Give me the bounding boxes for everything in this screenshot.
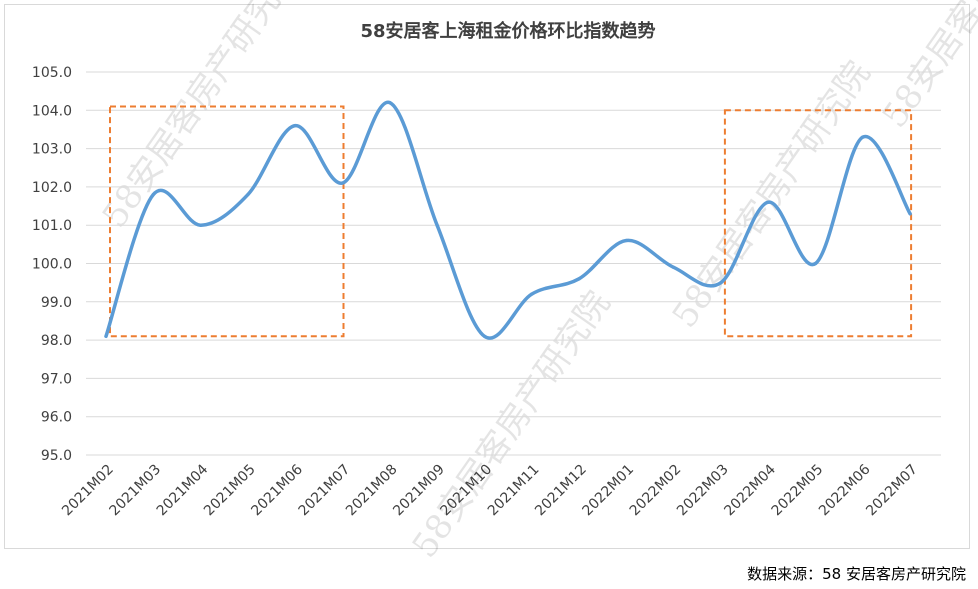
data-point xyxy=(293,124,297,128)
data-point xyxy=(104,334,108,338)
data-point xyxy=(482,334,486,338)
data-point xyxy=(151,192,155,197)
data-point xyxy=(246,192,250,197)
data-point xyxy=(813,261,818,266)
data-point xyxy=(199,223,203,227)
data-point xyxy=(719,281,723,285)
data-point xyxy=(340,181,345,185)
highlight-boxes xyxy=(109,105,913,338)
y-tick-label: 95.0 xyxy=(41,448,72,464)
y-tick-label: 97.0 xyxy=(41,371,72,387)
y-tick-label: 100.0 xyxy=(32,257,72,273)
x-axis-ticks: 2021M022021M032021M042021M052021M062021M… xyxy=(59,461,921,519)
highlight-box xyxy=(109,105,345,338)
data-point xyxy=(766,200,770,204)
y-tick-label: 104.0 xyxy=(32,103,72,119)
chart-frame xyxy=(4,4,970,549)
data-point xyxy=(388,101,392,105)
data-point xyxy=(861,135,865,139)
highlight-box xyxy=(723,109,913,338)
data-point xyxy=(908,212,912,216)
y-tick-label: 102.0 xyxy=(32,180,72,196)
watermark-text: 58安居客房产研究院 xyxy=(875,0,978,135)
y-axis-ticks: 105.0 104.0 103.0 102.0 101.0 100.0 99.0 98.0 97… xyxy=(32,65,72,464)
y-tick-label: 99.0 xyxy=(41,295,72,311)
y-tick-label: 96.0 xyxy=(41,410,72,426)
data-point xyxy=(624,238,628,243)
data-source-note: 数据来源：58 安居客房产研究院 xyxy=(747,565,966,583)
watermark-text: 58安居客房产研究院 xyxy=(405,284,619,565)
y-tick-label: 103.0 xyxy=(32,142,72,158)
watermark-text: 58安居客房产研究院 xyxy=(665,54,879,335)
data-point xyxy=(672,265,676,269)
y-tick-label: 98.0 xyxy=(41,333,72,349)
data-point xyxy=(577,277,581,281)
data-point xyxy=(530,292,534,296)
y-tick-label: 101.0 xyxy=(32,218,72,234)
y-tick-label: 105.0 xyxy=(32,65,72,81)
series-line xyxy=(104,100,912,340)
chart-title: 58安居客上海租金价格环比指数趋势 xyxy=(360,20,655,42)
data-point xyxy=(435,223,439,227)
series-layer xyxy=(104,100,912,340)
watermark-text: 58安居客房产研究院 xyxy=(95,0,309,235)
x-tick-label: 2022M07 xyxy=(863,462,921,520)
